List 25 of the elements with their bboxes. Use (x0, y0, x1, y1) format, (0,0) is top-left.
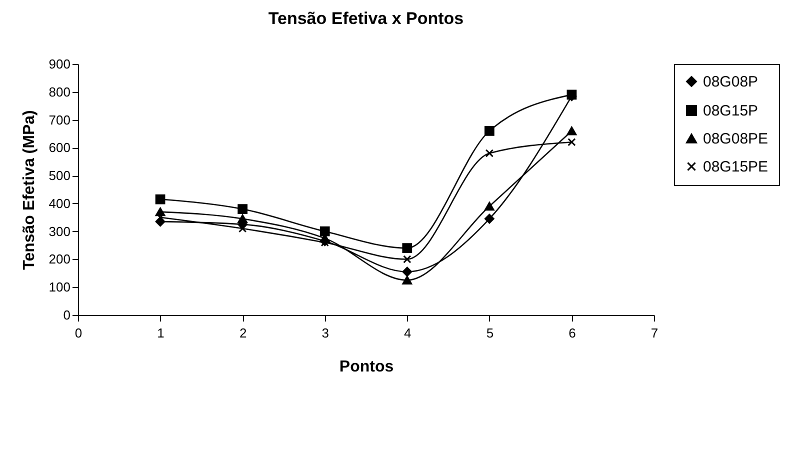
legend-label: 08G15P (703, 102, 758, 120)
chart-title: Tensão Efetiva x Pontos (268, 9, 464, 28)
y-tick-label: 900 (48, 56, 70, 72)
y-tick-label: 0 (63, 308, 70, 322)
y-tick-label: 400 (48, 196, 70, 211)
legend-label: 08G08PE (703, 130, 768, 148)
y-tick-label: 300 (48, 224, 70, 239)
y-tick-label: 800 (48, 84, 70, 100)
y-tick-label: 700 (48, 112, 70, 128)
y-tick-label: 100 (48, 280, 70, 295)
x-tick-label: 4 (404, 326, 412, 340)
y-tick-label: 500 (48, 168, 70, 184)
x-axis-title: Pontos (339, 358, 394, 376)
x-tick-label: 2 (239, 326, 247, 340)
x-tick-label: 1 (157, 326, 164, 340)
legend-label: 08G08P (703, 74, 758, 90)
x-tick-label: 0 (74, 326, 82, 340)
y-axis-title: Tensão Efetiva (MPa) (20, 110, 38, 270)
x-tick-label: 5 (486, 326, 494, 340)
legend-label: 08G15PE (703, 158, 768, 176)
x-tick-label: 7 (650, 326, 658, 340)
y-tick-label: 600 (48, 140, 70, 156)
y-tick-label: 200 (48, 252, 70, 267)
x-tick-label: 3 (322, 326, 329, 340)
x-tick-label: 6 (568, 326, 576, 340)
